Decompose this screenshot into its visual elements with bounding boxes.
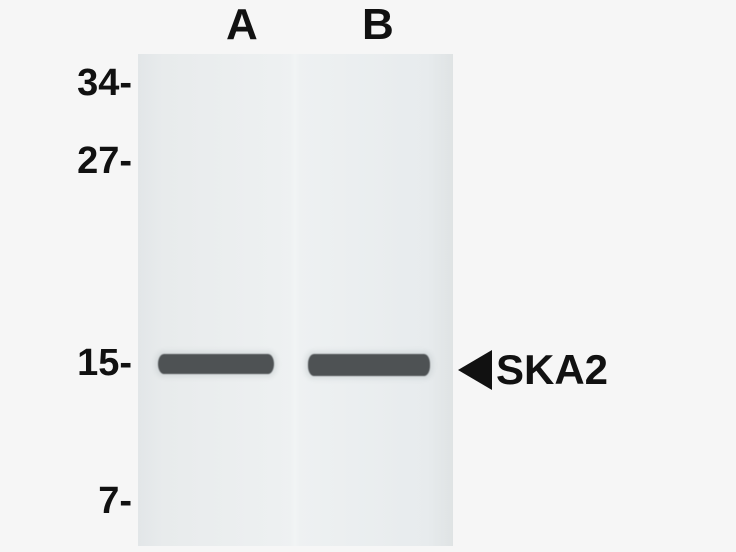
mw-tick: - xyxy=(119,140,132,183)
mw-marker-27: 27- xyxy=(54,140,132,183)
mw-tick: - xyxy=(119,62,132,105)
band-annotation: SKA2 xyxy=(458,346,608,394)
arrow-left-icon xyxy=(458,350,492,390)
mw-marker-value: 34 xyxy=(77,62,119,104)
band-lane-a xyxy=(158,354,274,374)
mw-marker-15: 15- xyxy=(54,342,132,385)
mw-marker-value: 7 xyxy=(98,480,119,522)
blot-membrane xyxy=(138,54,453,546)
mw-marker-34: 34- xyxy=(54,62,132,105)
band-annotation-label: SKA2 xyxy=(496,346,608,394)
mw-tick: - xyxy=(119,480,132,523)
band-lane-b xyxy=(308,354,430,376)
mw-tick: - xyxy=(119,342,132,385)
lane-separator xyxy=(290,54,300,546)
mw-marker-7: 7- xyxy=(78,480,132,523)
figure-canvas: A B 34- 27- 15- 7- SKA2 xyxy=(0,0,736,552)
mw-marker-value: 27 xyxy=(77,140,119,182)
lane-label-b: B xyxy=(362,0,394,50)
mw-marker-value: 15 xyxy=(77,342,119,384)
lane-label-a: A xyxy=(226,0,258,50)
